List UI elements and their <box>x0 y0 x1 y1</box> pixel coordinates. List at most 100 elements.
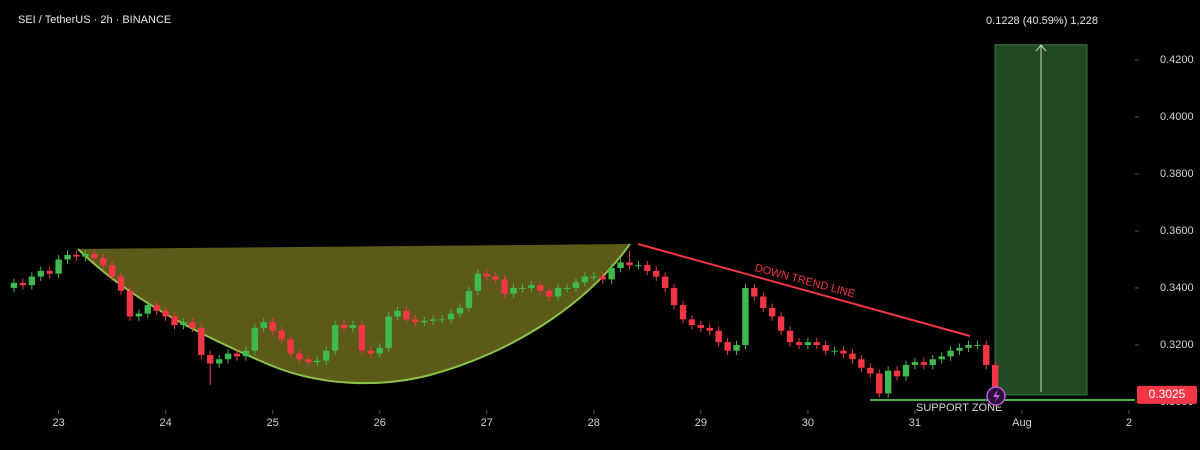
candle-body <box>947 350 954 357</box>
candle-body <box>233 353 241 357</box>
candle-body <box>251 327 259 351</box>
candle-body <box>965 344 972 348</box>
y-tick-label: 0.4000 <box>1160 111 1194 123</box>
candle-body <box>73 254 80 257</box>
candle-body <box>608 268 615 280</box>
candle-body <box>777 316 785 331</box>
candle-body <box>492 276 499 280</box>
candle-body <box>902 364 910 377</box>
candle-body <box>956 347 963 351</box>
candle-body <box>483 273 490 277</box>
candle-body <box>403 310 410 320</box>
candle-body <box>590 276 597 278</box>
candle-body <box>153 305 160 311</box>
candle-body <box>813 342 820 345</box>
candle-body <box>911 362 919 365</box>
candle-body <box>733 344 740 351</box>
candle-body <box>742 287 749 345</box>
x-tick-label: 27 <box>481 417 493 429</box>
candle-body <box>323 350 330 361</box>
candle-body <box>331 325 339 351</box>
cup-curve <box>77 243 631 385</box>
candles <box>10 249 999 400</box>
candle-body <box>849 353 856 360</box>
last-price-label: 0.3025 <box>1149 387 1186 401</box>
candle-body <box>412 319 419 323</box>
x-tick-label: 25 <box>267 417 279 429</box>
candle-body <box>367 350 374 354</box>
candle-body <box>510 287 517 294</box>
candle-body <box>242 350 250 357</box>
candle-body <box>697 325 705 328</box>
candle-body <box>751 287 758 297</box>
candle-body <box>46 270 53 274</box>
x-tick-label: 31 <box>909 417 921 429</box>
candle-body <box>340 325 348 328</box>
candle-body <box>260 322 267 328</box>
candle-body <box>28 276 36 286</box>
candle-body <box>135 313 143 317</box>
candle-body <box>920 362 928 365</box>
candle-body <box>421 320 428 323</box>
candle-body <box>715 330 722 343</box>
candle-body <box>644 265 651 271</box>
candle-body <box>376 347 383 354</box>
candle-body <box>661 276 669 288</box>
y-tick-label: 0.3800 <box>1160 168 1194 180</box>
candle-body <box>287 339 294 354</box>
candle-body <box>858 359 865 368</box>
x-tick-label: 26 <box>374 417 386 429</box>
candle-body <box>992 364 999 395</box>
candle-body <box>537 285 544 291</box>
candle-body <box>349 325 357 328</box>
candle-body <box>358 325 366 351</box>
candle-body <box>884 370 892 394</box>
x-tick-label: 28 <box>588 417 600 429</box>
candle-body <box>795 342 803 345</box>
candle-body <box>617 262 624 269</box>
candle-body <box>653 270 660 277</box>
candle-body <box>456 307 464 314</box>
candle-body <box>599 276 606 280</box>
candle-body <box>430 319 437 321</box>
candle-body <box>100 258 107 266</box>
candle-body <box>171 316 178 326</box>
candle-body <box>438 319 446 321</box>
candle-body <box>724 342 731 351</box>
candle-body <box>162 310 169 317</box>
candle-body <box>572 282 580 288</box>
candle-body <box>501 279 508 294</box>
candle-body <box>465 290 473 308</box>
candle-body <box>546 290 553 297</box>
candle-body <box>144 305 151 314</box>
candle-body <box>804 342 812 345</box>
x-tick-label: 30 <box>802 417 814 429</box>
candle-body <box>563 287 571 289</box>
candle-body <box>189 322 196 328</box>
y-tick-label: 0.3200 <box>1160 339 1194 351</box>
candle-body <box>635 265 642 267</box>
candle-body <box>305 359 312 363</box>
x-tick-label: 24 <box>160 417 172 429</box>
candle-body <box>769 307 776 317</box>
position-arrowhead <box>1035 44 1047 52</box>
candle-body <box>867 367 874 374</box>
candle-body <box>108 265 116 277</box>
candle-body <box>117 276 125 291</box>
candle-body <box>528 285 535 288</box>
x-tick-label: 23 <box>52 417 64 429</box>
candle-body <box>474 273 482 291</box>
candle-body <box>974 344 981 346</box>
y-tick-label: 0.4200 <box>1160 54 1194 66</box>
candle-body <box>822 344 829 351</box>
candle-body <box>840 350 847 354</box>
candle-body <box>554 287 562 297</box>
candle-body <box>929 359 936 365</box>
candle-body <box>983 344 990 365</box>
candle-body <box>670 287 678 306</box>
candle-body <box>10 282 18 288</box>
last-price-tag <box>1137 385 1197 404</box>
support-label: SUPPORT ZONE <box>916 402 1002 414</box>
candle-body <box>786 330 794 343</box>
